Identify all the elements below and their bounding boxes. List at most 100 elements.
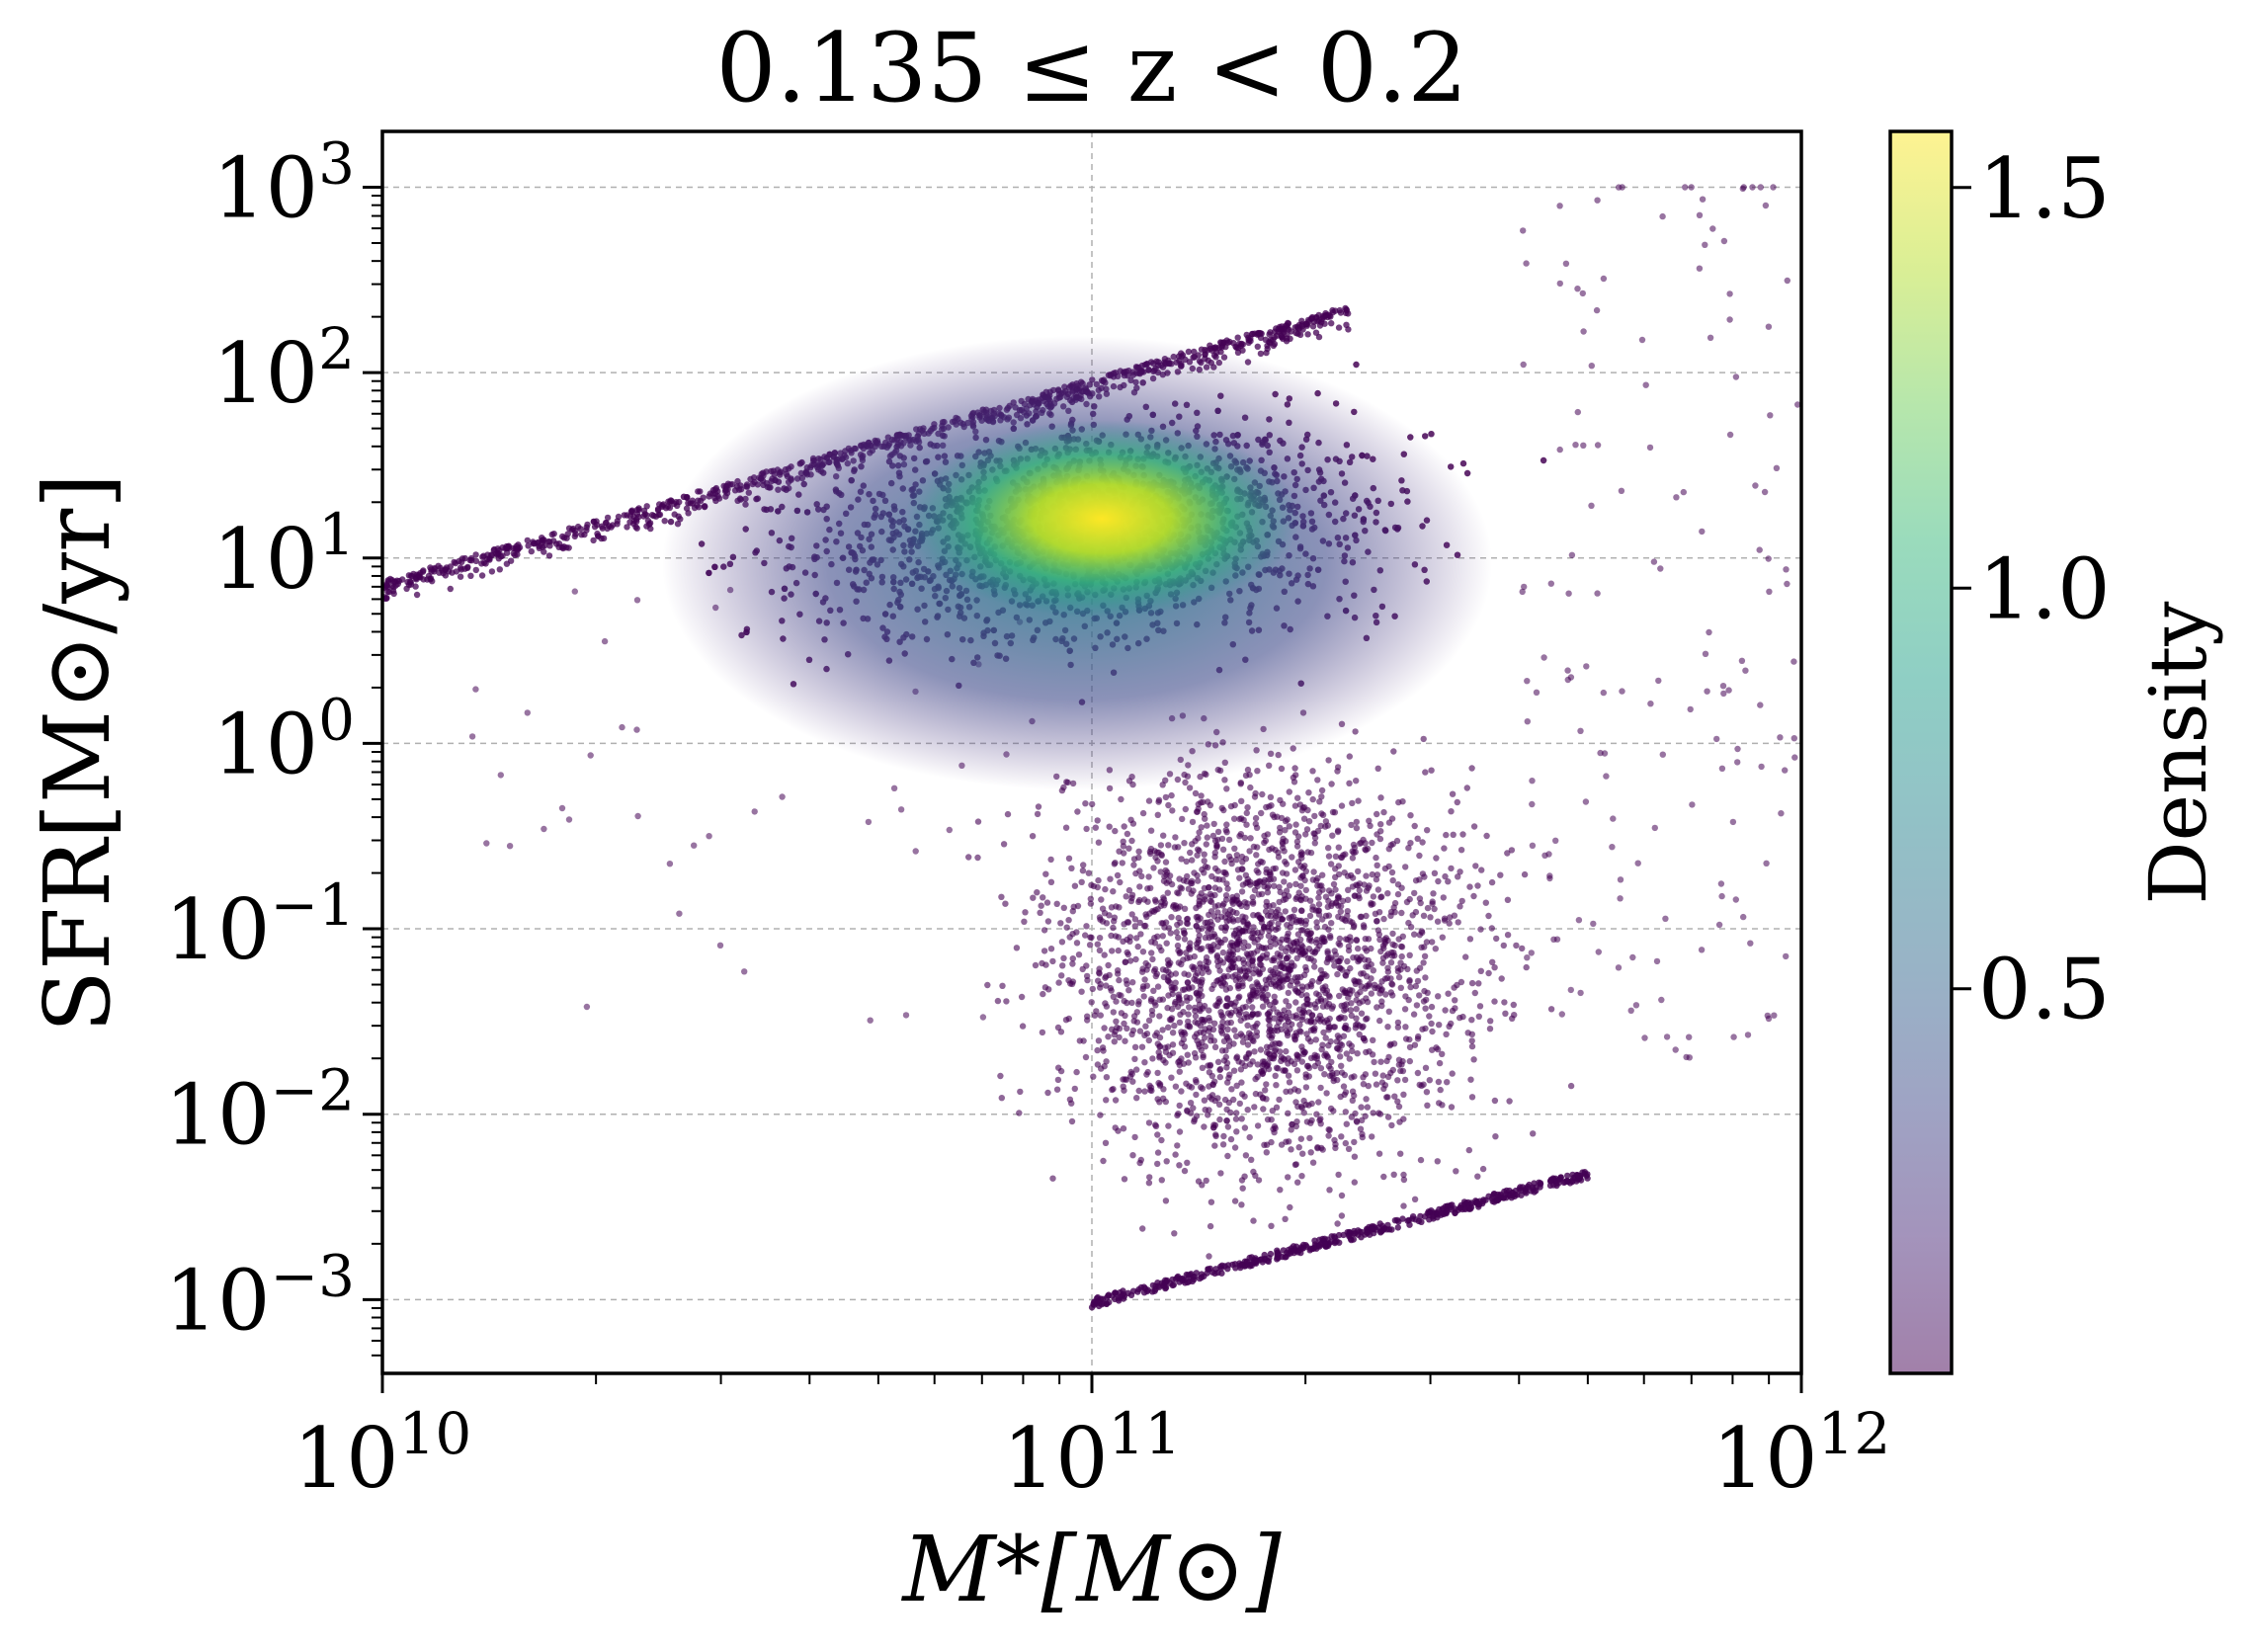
scatter-point-envelope [466, 556, 473, 564]
scatter-point-quenched [1313, 1111, 1320, 1117]
scatter-point-envelope [1343, 306, 1350, 313]
scatter-point-quenched [1341, 869, 1348, 876]
scatter-point-quenched [1224, 1152, 1231, 1160]
scatter-point-quenched [1292, 821, 1299, 828]
scatter-point-quenched [1264, 831, 1272, 838]
scatter-point-quenched [1383, 1094, 1390, 1101]
scatter-point-envelope [635, 506, 642, 514]
scatter-point-quenched [1114, 871, 1122, 879]
scatter-point-quenched [1145, 1180, 1153, 1187]
scatter-point-envelope [392, 582, 399, 589]
scatter-point-envelope [458, 566, 465, 573]
scatter-point-envelope [541, 542, 548, 549]
scatter-point-envelope [635, 513, 642, 521]
scatter-point-envelope [574, 523, 582, 531]
scatter-point-quenched [1163, 1158, 1170, 1165]
scatter-point-quenched [1414, 1069, 1422, 1077]
scatter-point-envelope [621, 512, 627, 519]
scatter-point-quenched [1174, 942, 1182, 950]
scatter-layer [382, 184, 1801, 1311]
scatter-point-envelope [615, 513, 623, 521]
scatter-point-envelope [1257, 350, 1265, 358]
scatter-point-quenched [1071, 882, 1079, 889]
scatter-point-quenched [1513, 942, 1520, 950]
scatter-point-envelope [452, 559, 459, 567]
scatter-point-quenched [1160, 832, 1167, 839]
scatter-point-quenched [1297, 882, 1304, 889]
scatter-point-quenched [1402, 1035, 1410, 1042]
scatter-point-envelope [525, 542, 532, 549]
scatter-point-envelope [472, 566, 479, 574]
scatter-point-quenched [1153, 1030, 1161, 1036]
scatter-point-quenched [1003, 998, 1010, 1005]
scatter-point-envelope [1249, 331, 1256, 338]
scatter-point-quenched [1275, 925, 1282, 932]
scatter-point-envelope [478, 572, 486, 579]
scatter-point-quenched [1087, 900, 1095, 907]
scatter-point-envelope [627, 508, 635, 515]
scatter-point-quenched [1158, 1136, 1165, 1144]
scatter-point-quenched [1436, 1022, 1443, 1029]
scatter-point-quenched [1521, 870, 1529, 878]
scatter-point-envelope [1321, 320, 1328, 327]
scatter-point-envelope [555, 540, 563, 547]
scatter-point-quenched [1040, 990, 1046, 998]
scatter-point-quenched [1309, 768, 1316, 775]
scatter-point-quenched [1238, 797, 1245, 804]
scatter-point-quenched [1467, 1076, 1474, 1083]
scatter-point-quenched [1465, 1146, 1473, 1154]
scatter-point-envelope [604, 514, 612, 522]
scatter-point-quenched [1201, 858, 1207, 865]
scatter-point-envelope [626, 519, 633, 526]
scatter-point-quenched [1053, 900, 1060, 907]
scatter-point-envelope [464, 563, 471, 571]
scatter-point-envelope [1315, 333, 1323, 341]
scatter-point-envelope [593, 521, 601, 529]
scatter-point-envelope [1264, 345, 1271, 353]
scatter-point-starforming [1459, 459, 1467, 467]
scatter-point-quenched [1282, 1215, 1289, 1223]
scatter-point-quenched [1427, 914, 1434, 921]
scatter-point-starforming [1353, 361, 1360, 369]
scatter-point-envelope [1321, 312, 1329, 319]
scatter-point-envelope [541, 537, 547, 543]
scatter-point-envelope [1234, 334, 1241, 341]
scatter-point-envelope [1345, 326, 1352, 333]
scatter-point-envelope [630, 513, 637, 521]
scatter-point-quenched [1201, 1034, 1208, 1041]
scatter-point-envelope [503, 560, 511, 567]
scatter-point-envelope [503, 549, 511, 556]
scatter-point-envelope [442, 572, 450, 579]
scatter-point-quenched [1285, 1110, 1291, 1117]
scatter-point-quenched [1218, 804, 1225, 812]
scatter-point-quenched [1309, 1159, 1317, 1166]
scatter-point-quenched [1450, 831, 1457, 838]
scatter-point-quenched [1327, 861, 1335, 867]
scatter-point-quenched [1435, 1078, 1443, 1086]
scatter-point-envelope [412, 583, 419, 590]
scatter-point-quenched [1232, 1115, 1240, 1122]
scatter-point-quenched [1251, 1104, 1258, 1111]
scatter-point-envelope [442, 566, 450, 573]
scatter-point-envelope [1278, 327, 1285, 335]
scatter-point-quenched [1103, 982, 1110, 989]
scatter-point-envelope [563, 544, 570, 551]
scatter-point-quenched [1148, 950, 1155, 956]
scatter-point-quenched [1421, 952, 1429, 959]
scatter-point-starforming [1422, 433, 1429, 440]
scatter-point-quenched [1530, 1130, 1537, 1137]
scatter-point-quenched [1130, 862, 1137, 868]
scatter-point-envelope [447, 585, 454, 593]
scatter-point-quenched [1426, 1013, 1433, 1020]
scatter-point-quenched [1241, 1124, 1249, 1131]
scatter-point-quenched [1106, 823, 1113, 830]
scatter-point-quenched [1221, 777, 1228, 784]
scatter-point-quenched [1044, 918, 1052, 925]
scatter-point-starforming [1540, 456, 1547, 464]
scatter-point-quenched [1133, 1095, 1140, 1102]
scatter-point-quenched [1060, 954, 1067, 961]
chart-title: 0.135 ≤ z < 0.2 [715, 13, 1467, 124]
scatter-point-envelope [1224, 339, 1231, 346]
scatter-point-envelope [1284, 331, 1291, 338]
scatter-point-quenched [1171, 1022, 1178, 1030]
